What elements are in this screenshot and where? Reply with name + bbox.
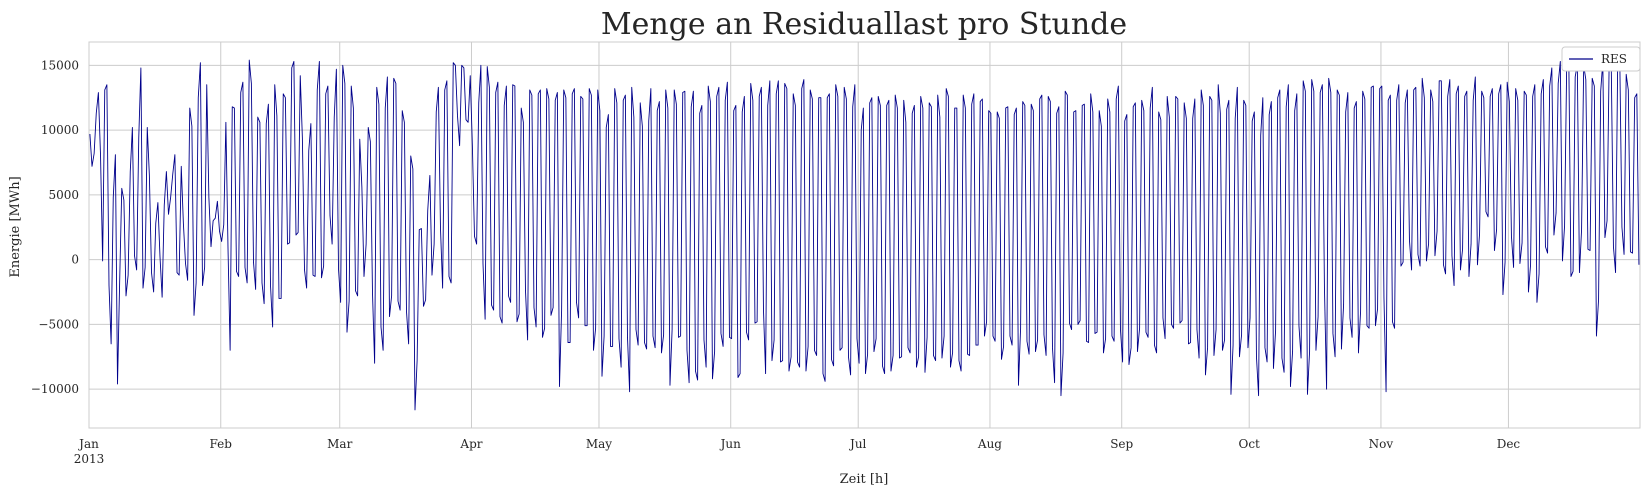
- x-tick-label: May: [586, 437, 612, 451]
- x-tick-label: Oct: [1239, 437, 1261, 451]
- y-tick-label: 15000: [41, 58, 79, 72]
- series-layer: [89, 59, 1640, 411]
- y-tick-label: −10000: [31, 382, 79, 396]
- x-tick-sublabel: 2013: [74, 452, 105, 466]
- x-tick-label: Jan: [77, 437, 99, 451]
- x-tick-label: Mar: [327, 437, 352, 451]
- y-tick-label: 0: [71, 253, 79, 267]
- x-tick-label: Sep: [1110, 437, 1133, 451]
- x-tick-label: Feb: [210, 437, 233, 451]
- x-tick-label: Jul: [848, 437, 867, 451]
- x-tick-label: Jun: [719, 437, 742, 451]
- legend-label-res: RES: [1601, 52, 1627, 66]
- x-tick-label: Aug: [977, 437, 1002, 451]
- x-tick-label: Nov: [1369, 437, 1394, 451]
- x-axis-label: Zeit [h]: [840, 472, 889, 487]
- x-tick-label: Dec: [1497, 437, 1521, 451]
- y-tick-label: −5000: [38, 317, 79, 331]
- y-axis-ticks: −10000 −5000 0 5000 10000 15000: [31, 58, 79, 396]
- chart-title: Menge an Residuallast pro Stunde: [601, 7, 1127, 42]
- y-axis-label: Energie [MWh]: [8, 176, 23, 277]
- legend-box: [1561, 46, 1641, 72]
- x-tick-label: Apr: [459, 437, 482, 451]
- y-tick-label: 5000: [48, 188, 79, 202]
- series-line-res: [89, 59, 1640, 411]
- plot-frame: [88, 41, 1641, 429]
- legend: RES: [1561, 46, 1641, 72]
- y-tick-label: 10000: [41, 123, 79, 137]
